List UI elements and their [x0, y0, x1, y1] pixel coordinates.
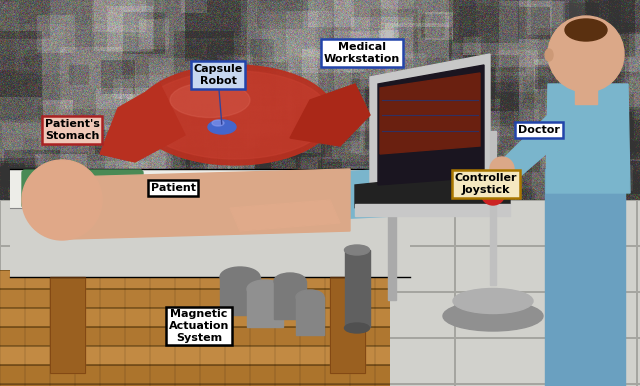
Text: Capsule
Robot: Capsule Robot — [193, 64, 243, 86]
Ellipse shape — [545, 49, 553, 61]
Polygon shape — [380, 73, 480, 154]
Text: Doctor: Doctor — [518, 125, 560, 135]
Polygon shape — [70, 169, 350, 239]
Circle shape — [22, 160, 102, 240]
Text: Patient's
Stomach: Patient's Stomach — [45, 119, 99, 141]
Ellipse shape — [170, 83, 250, 117]
Polygon shape — [370, 54, 490, 193]
Circle shape — [548, 16, 624, 92]
Ellipse shape — [140, 71, 330, 159]
Ellipse shape — [220, 267, 260, 287]
Bar — [575, 81, 597, 104]
Bar — [75, 189, 105, 212]
Ellipse shape — [208, 120, 236, 134]
Bar — [247, 289, 283, 327]
Text: Magnetic
Actuation
System: Magnetic Actuation System — [169, 310, 229, 343]
Polygon shape — [355, 169, 510, 208]
Text: Controller
Joystick: Controller Joystick — [455, 173, 517, 195]
Bar — [50, 277, 85, 373]
Polygon shape — [100, 84, 185, 162]
FancyBboxPatch shape — [22, 170, 143, 208]
Circle shape — [490, 157, 514, 181]
Ellipse shape — [247, 280, 283, 298]
Bar — [345, 250, 370, 327]
Ellipse shape — [274, 273, 306, 289]
Polygon shape — [500, 115, 555, 185]
Bar — [274, 281, 306, 319]
Polygon shape — [230, 200, 340, 231]
Polygon shape — [90, 169, 395, 231]
Bar — [490, 131, 496, 285]
Bar — [388, 185, 396, 300]
Bar — [296, 297, 324, 335]
Ellipse shape — [344, 245, 369, 255]
Text: Patient: Patient — [150, 183, 195, 193]
Bar — [330, 277, 365, 373]
Ellipse shape — [453, 288, 533, 313]
Ellipse shape — [212, 120, 224, 126]
Text: Medical
Workstation: Medical Workstation — [324, 42, 400, 64]
Polygon shape — [290, 84, 370, 146]
Ellipse shape — [565, 19, 607, 41]
Ellipse shape — [296, 290, 324, 304]
Bar — [330, 277, 365, 373]
Polygon shape — [546, 84, 630, 193]
Circle shape — [481, 181, 505, 205]
Ellipse shape — [443, 301, 543, 331]
Ellipse shape — [135, 65, 335, 165]
Polygon shape — [355, 204, 510, 216]
Ellipse shape — [344, 323, 369, 333]
Polygon shape — [545, 169, 625, 386]
Bar — [220, 277, 260, 315]
Bar — [50, 277, 85, 373]
Polygon shape — [378, 65, 484, 185]
